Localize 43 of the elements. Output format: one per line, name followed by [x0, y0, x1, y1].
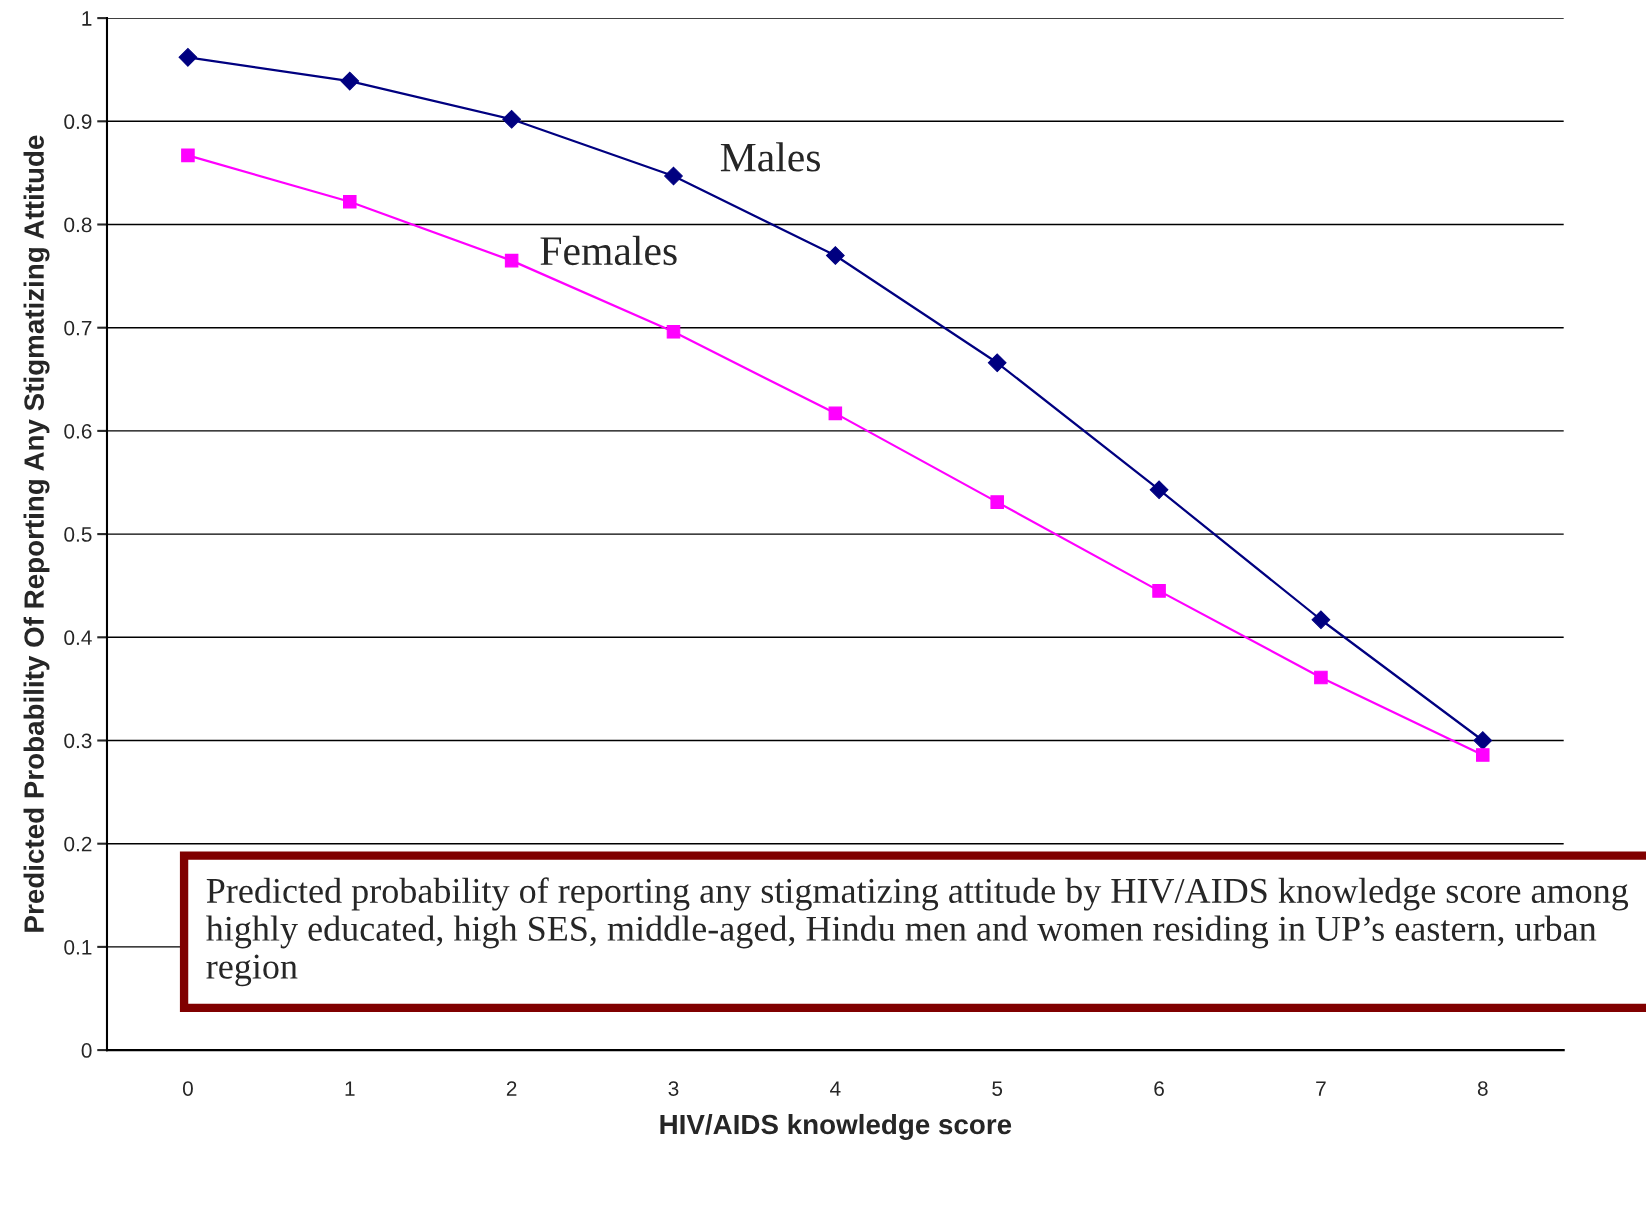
series-label: Males [720, 142, 820, 172]
series-label: Females [540, 235, 677, 266]
point [825, 246, 845, 265]
y-tick-label: 0.7 [64, 320, 92, 336]
point [1473, 731, 1493, 750]
x-axis-title: HIV/AIDS knowledge score [660, 1113, 1012, 1140]
point [340, 71, 360, 91]
x-tick-label: 0 [182, 1081, 193, 1096]
y-tick-label: 0 [81, 1043, 92, 1058]
y-tick-label: 0.1 [64, 939, 92, 955]
point [1314, 670, 1328, 685]
x-tick-label: 3 [668, 1081, 679, 1096]
y-tick-label: 0.5 [64, 527, 92, 542]
point [1311, 610, 1331, 630]
x-tick-label: 7 [1316, 1081, 1326, 1096]
point [828, 406, 843, 421]
x-tick-label: 5 [992, 1081, 1003, 1096]
point [1152, 584, 1166, 598]
annotation: Predicted probability of reporting any stigmatizing attitude by HIV/AIDS knowledge score among highly educated, high SES, middle-aged, Hindu men and women residing in UP’s eastern, urban region [206, 877, 1629, 987]
point [987, 353, 1007, 373]
point [504, 253, 519, 268]
x-tick-label: 6 [1154, 1081, 1164, 1096]
x-tick-label: 4 [830, 1081, 841, 1096]
y-tick-label: 1 [82, 11, 92, 26]
point [1476, 748, 1490, 762]
y-tick-label: 0.8 [64, 217, 92, 233]
point [990, 495, 1004, 509]
x-tick-label: 8 [1477, 1081, 1488, 1096]
x-tick-label: 2 [506, 1081, 517, 1096]
y-tick-label: 0.3 [64, 733, 92, 749]
y-axis-title: Predicted Probability Of Reporting Any Stigmatizing Attitude [23, 135, 50, 932]
point [181, 148, 195, 163]
y-tick-label: 0.6 [64, 423, 92, 439]
point [1149, 480, 1169, 500]
point [666, 325, 681, 339]
x-tick-label: 1 [345, 1081, 355, 1096]
point [664, 166, 683, 186]
point [178, 47, 198, 67]
y-tick-label: 0.4 [64, 630, 92, 646]
point [502, 109, 521, 129]
point [343, 195, 357, 209]
y-tick-label: 0.2 [64, 836, 92, 852]
y-tick-label: 0.9 [64, 114, 92, 130]
